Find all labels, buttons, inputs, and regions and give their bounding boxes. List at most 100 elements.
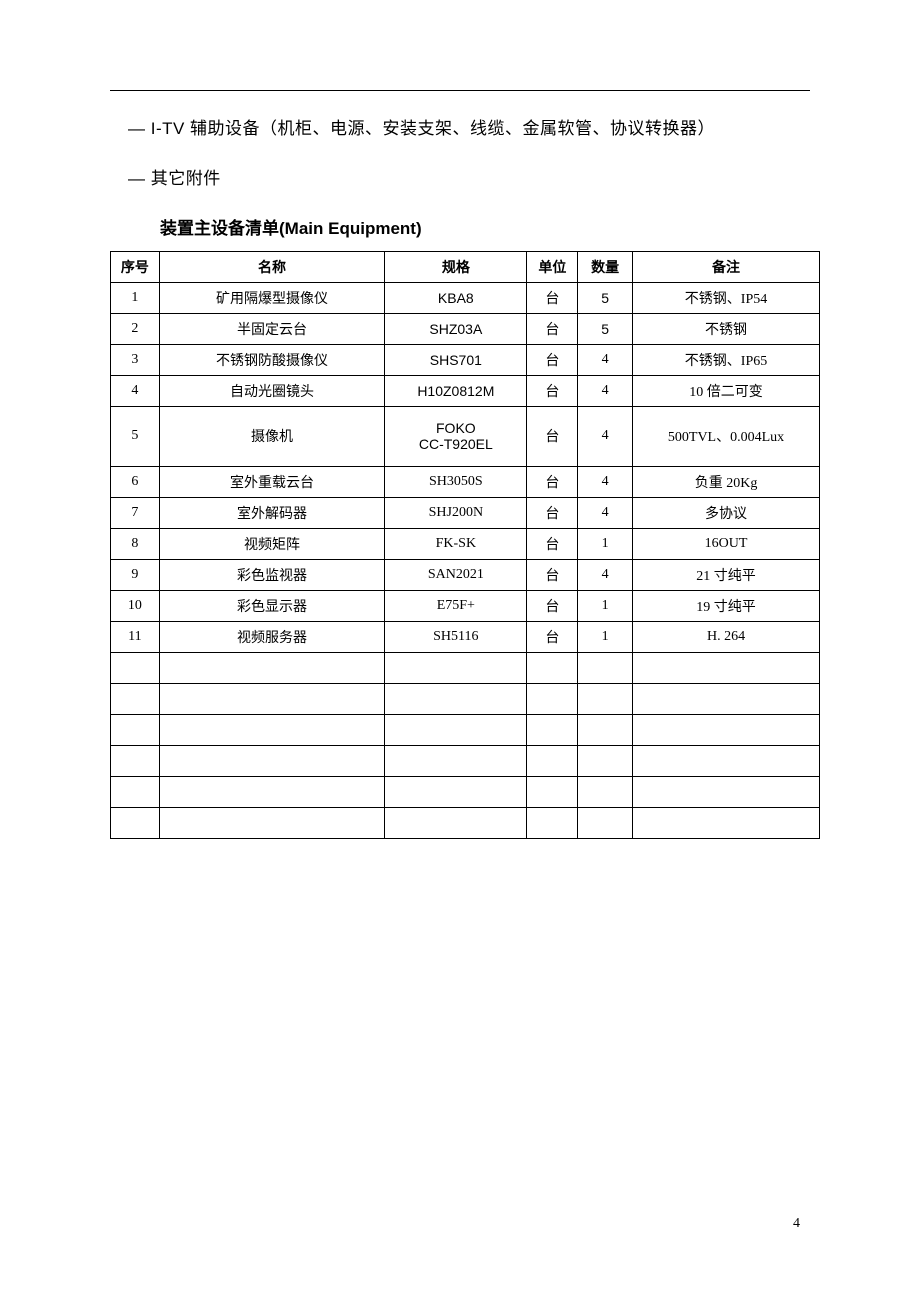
cell-empty bbox=[633, 776, 820, 807]
cell-name: 视频矩阵 bbox=[159, 528, 384, 559]
cell-spec: SHZ03A bbox=[385, 313, 527, 344]
cell-seq: 5 bbox=[111, 406, 160, 466]
cell-qty: 5 bbox=[578, 313, 633, 344]
table-row: 10彩色显示器E75F+台119 寸纯平 bbox=[111, 590, 820, 621]
cell-spec: SHJ200N bbox=[385, 497, 527, 528]
cell-empty bbox=[527, 745, 578, 776]
cell-note: H. 264 bbox=[633, 621, 820, 652]
table-row: 11视频服务器SH5116台1H. 264 bbox=[111, 621, 820, 652]
cell-note: 10 倍二可变 bbox=[633, 375, 820, 406]
cell-qty: 4 bbox=[578, 406, 633, 466]
cell-empty bbox=[111, 807, 160, 838]
cell-empty bbox=[633, 714, 820, 745]
cell-empty bbox=[111, 714, 160, 745]
cell-empty bbox=[159, 683, 384, 714]
cell-empty bbox=[633, 652, 820, 683]
cell-empty bbox=[578, 776, 633, 807]
cell-qty: 1 bbox=[578, 590, 633, 621]
col-header-note: 备注 bbox=[633, 251, 820, 282]
cell-qty: 5 bbox=[578, 282, 633, 313]
cell-note: 19 寸纯平 bbox=[633, 590, 820, 621]
cell-seq: 9 bbox=[111, 559, 160, 590]
cell-empty bbox=[578, 745, 633, 776]
cell-seq: 8 bbox=[111, 528, 160, 559]
cell-empty bbox=[527, 652, 578, 683]
cell-seq: 10 bbox=[111, 590, 160, 621]
cell-empty bbox=[111, 652, 160, 683]
cell-empty bbox=[633, 745, 820, 776]
equipment-table: 序号 名称 规格 单位 数量 备注 1矿用隔爆型摄像仪KBA8台5不锈钢、IP5… bbox=[110, 251, 820, 839]
cell-unit: 台 bbox=[527, 590, 578, 621]
cell-unit: 台 bbox=[527, 528, 578, 559]
cell-empty bbox=[578, 683, 633, 714]
cell-note: 不锈钢、IP54 bbox=[633, 282, 820, 313]
table-row: 5摄像机FOKOCC-T920EL台4500TVL、0.004Lux bbox=[111, 406, 820, 466]
cell-empty bbox=[111, 745, 160, 776]
cell-name: 矿用隔爆型摄像仪 bbox=[159, 282, 384, 313]
cell-spec: SH3050S bbox=[385, 466, 527, 497]
table-title: 装置主设备清单(Main Equipment) bbox=[160, 214, 820, 239]
cell-unit: 台 bbox=[527, 559, 578, 590]
cell-name: 不锈钢防酸摄像仪 bbox=[159, 344, 384, 375]
cell-unit: 台 bbox=[527, 313, 578, 344]
cell-empty bbox=[385, 714, 527, 745]
cell-note: 负重 20Kg bbox=[633, 466, 820, 497]
cell-note: 多协议 bbox=[633, 497, 820, 528]
table-row-empty bbox=[111, 776, 820, 807]
cell-name: 摄像机 bbox=[159, 406, 384, 466]
cell-seq: 2 bbox=[111, 313, 160, 344]
cell-seq: 1 bbox=[111, 282, 160, 313]
cell-unit: 台 bbox=[527, 344, 578, 375]
cell-qty: 4 bbox=[578, 344, 633, 375]
cell-seq: 7 bbox=[111, 497, 160, 528]
table-row-empty bbox=[111, 714, 820, 745]
cell-spec: E75F+ bbox=[385, 590, 527, 621]
col-header-seq: 序号 bbox=[111, 251, 160, 282]
col-header-unit: 单位 bbox=[527, 251, 578, 282]
cell-empty bbox=[385, 745, 527, 776]
table-row: 1矿用隔爆型摄像仪KBA8台5不锈钢、IP54 bbox=[111, 282, 820, 313]
cell-empty bbox=[159, 745, 384, 776]
cell-spec: SH5116 bbox=[385, 621, 527, 652]
cell-spec: SAN2021 bbox=[385, 559, 527, 590]
cell-note: 16OUT bbox=[633, 528, 820, 559]
cell-empty bbox=[578, 807, 633, 838]
cell-name: 半固定云台 bbox=[159, 313, 384, 344]
cell-empty bbox=[385, 652, 527, 683]
col-header-name: 名称 bbox=[159, 251, 384, 282]
cell-unit: 台 bbox=[527, 282, 578, 313]
cell-unit: 台 bbox=[527, 497, 578, 528]
page-number: 4 bbox=[793, 1216, 800, 1232]
cell-qty: 4 bbox=[578, 375, 633, 406]
table-row-empty bbox=[111, 652, 820, 683]
cell-note: 不锈钢 bbox=[633, 313, 820, 344]
table-row-empty bbox=[111, 683, 820, 714]
cell-empty bbox=[527, 807, 578, 838]
cell-empty bbox=[527, 776, 578, 807]
col-header-spec: 规格 bbox=[385, 251, 527, 282]
table-row: 2半固定云台SHZ03A台5不锈钢 bbox=[111, 313, 820, 344]
cell-spec: KBA8 bbox=[385, 282, 527, 313]
cell-name: 自动光圈镜头 bbox=[159, 375, 384, 406]
body-line-2: — 其它附件 bbox=[128, 163, 820, 195]
cell-spec: SHS701 bbox=[385, 344, 527, 375]
cell-unit: 台 bbox=[527, 375, 578, 406]
table-row: 7室外解码器SHJ200N台4多协议 bbox=[111, 497, 820, 528]
cell-empty bbox=[159, 714, 384, 745]
cell-empty bbox=[385, 807, 527, 838]
cell-empty bbox=[633, 683, 820, 714]
cell-note: 不锈钢、IP65 bbox=[633, 344, 820, 375]
cell-unit: 台 bbox=[527, 406, 578, 466]
cell-unit: 台 bbox=[527, 621, 578, 652]
cell-qty: 4 bbox=[578, 497, 633, 528]
cell-name: 视频服务器 bbox=[159, 621, 384, 652]
cell-qty: 4 bbox=[578, 466, 633, 497]
cell-note: 500TVL、0.004Lux bbox=[633, 406, 820, 466]
cell-spec: H10Z0812M bbox=[385, 375, 527, 406]
cell-seq: 4 bbox=[111, 375, 160, 406]
cell-empty bbox=[111, 776, 160, 807]
cell-note: 21 寸纯平 bbox=[633, 559, 820, 590]
cell-name: 彩色监视器 bbox=[159, 559, 384, 590]
col-header-qty: 数量 bbox=[578, 251, 633, 282]
cell-seq: 11 bbox=[111, 621, 160, 652]
